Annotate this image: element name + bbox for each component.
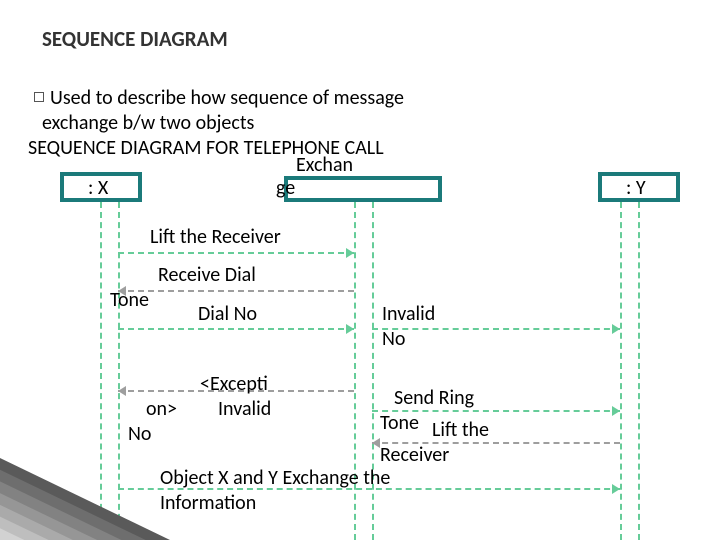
arrowhead-icon xyxy=(118,286,126,296)
arrowhead-icon xyxy=(346,248,354,258)
arrowhead-icon xyxy=(118,386,126,396)
arrowhead-icon xyxy=(612,406,620,416)
lifeline-y-left xyxy=(620,202,622,540)
label-exchange-info-2: Information xyxy=(160,491,256,515)
actor-x-label: : X xyxy=(88,176,108,200)
actor-y-label: : Y xyxy=(626,176,646,200)
label-invalid-no-r-2: No xyxy=(382,327,405,351)
label-receive-dial-2: Tone xyxy=(110,288,149,312)
lifeline-y-right xyxy=(638,202,640,540)
label-dial-no: Dial No xyxy=(198,302,257,326)
label-invalid-no-r-1: Invalid xyxy=(382,302,435,326)
label-lift-recv2-2: Receiver xyxy=(380,443,449,467)
label-receive-dial-1: Receive Dial xyxy=(158,263,256,287)
actor-exchange-label-2: ge xyxy=(276,176,295,200)
label-excepti-2: on> xyxy=(146,397,177,421)
arrowhead-icon xyxy=(612,324,620,334)
msg-2 xyxy=(118,290,354,292)
bullet-square xyxy=(34,92,44,102)
msg-1 xyxy=(118,252,354,254)
arrowhead-icon xyxy=(612,484,620,494)
label-lift-receiver: Lift the Receiver xyxy=(150,225,281,249)
label-lift-recv2-1: Lift the xyxy=(432,418,489,442)
actor-exchange-box xyxy=(284,176,442,202)
desc-line1: Used to describe how sequence of message xyxy=(50,86,404,110)
label-send-ring-2: Tone xyxy=(380,411,419,435)
slide: SEQUENCE DIAGRAM Used to describe how se… xyxy=(0,0,720,540)
arrowhead-icon xyxy=(372,438,380,448)
slide-title: SEQUENCE DIAGRAM xyxy=(42,26,228,52)
label-excepti-1: <Excepti xyxy=(200,372,268,396)
label-invalid-l-1: Invalid xyxy=(218,397,271,421)
msg-4 xyxy=(372,328,620,330)
msg-3 xyxy=(118,328,354,330)
arrowhead-icon xyxy=(346,324,354,334)
label-send-ring-1: Send Ring xyxy=(394,386,474,410)
desc-line2: exchange b/w two objects xyxy=(42,111,254,135)
label-invalid-l-2: No xyxy=(128,422,151,446)
actor-exchange-label-1: Exchan xyxy=(296,153,353,177)
label-exchange-info-1: Object X and Y Exchange the xyxy=(160,466,390,490)
corner-decoration-icon xyxy=(0,458,170,540)
